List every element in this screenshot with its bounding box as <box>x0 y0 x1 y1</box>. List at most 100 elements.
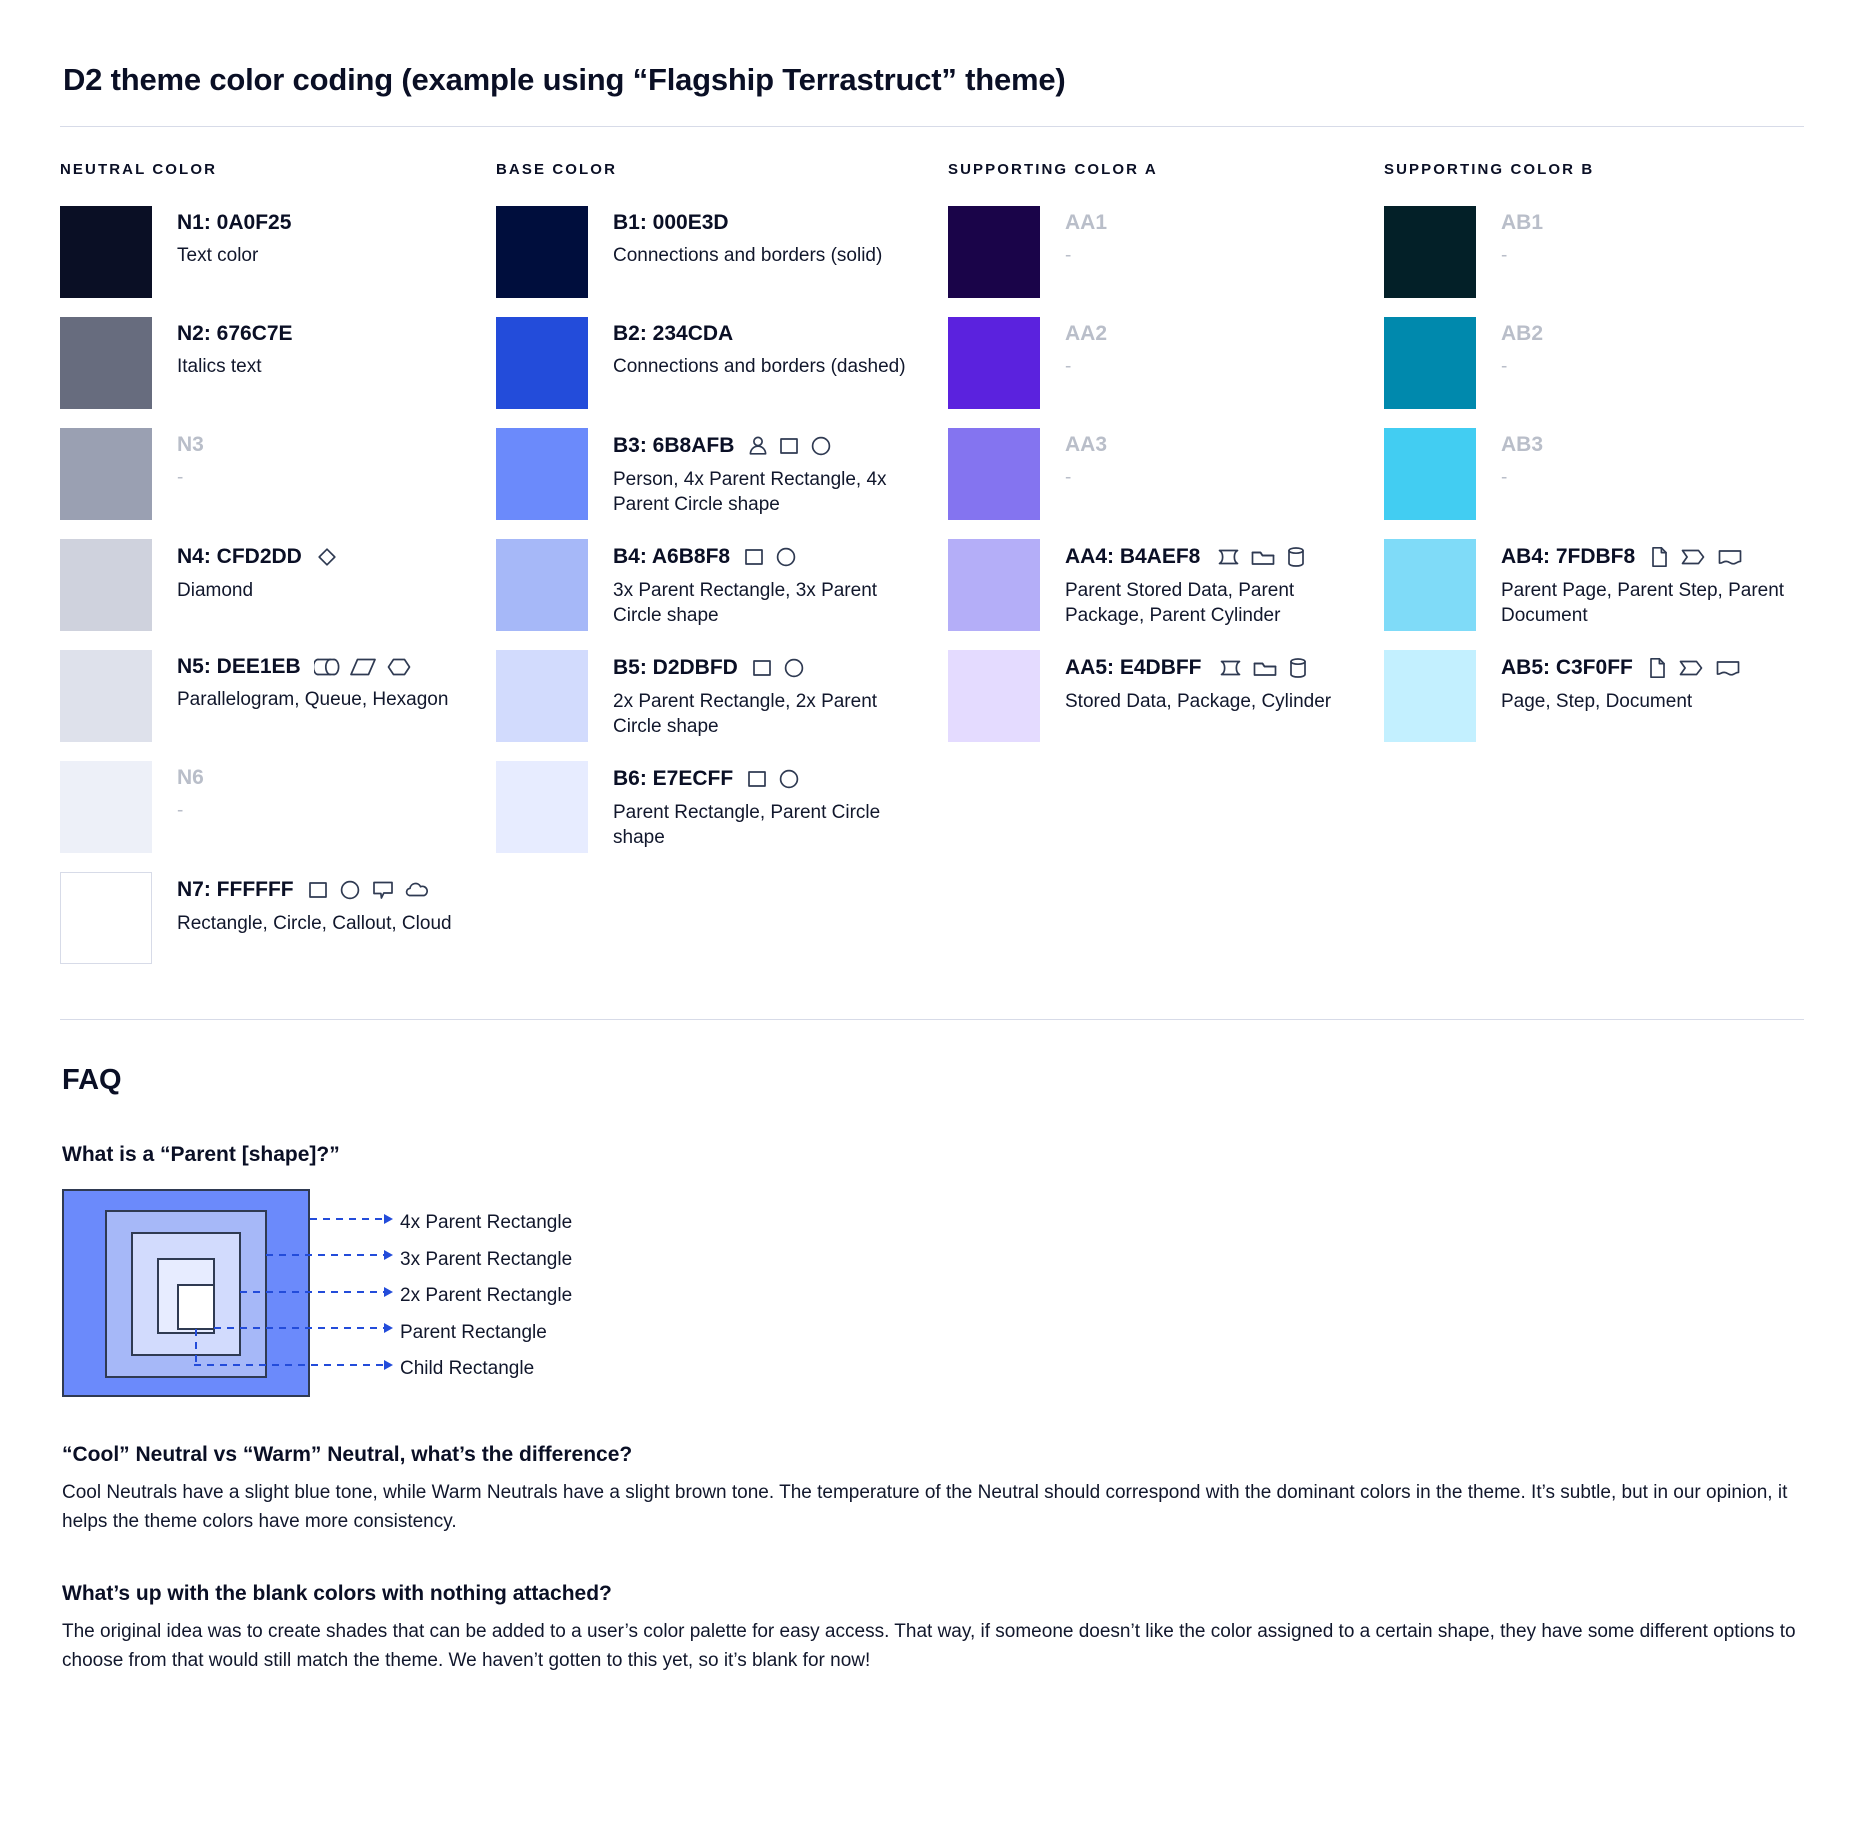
callout-icon <box>371 878 395 902</box>
swatch-meta: N1: 0A0F25 Text color <box>177 206 291 268</box>
rectangle-icon <box>751 657 773 679</box>
palette-column: SUPPORTING COLOR B AB1 - AB2 - AB3 - AB4: 7FDBF… <box>1384 161 1844 983</box>
color-chip[interactable] <box>1384 650 1476 742</box>
faq-title: FAQ <box>62 1064 122 1096</box>
swatch-name-label: N2: 676C7E <box>177 322 293 345</box>
swatch-meta: AB5: C3F0FF Page, Step, Document <box>1501 650 1742 714</box>
swatch-meta: N5: DEE1EB Parallelogram, Queue, Hexagon <box>177 650 448 712</box>
rectangle-icon <box>746 768 768 790</box>
swatch-description: - <box>1065 356 1072 378</box>
color-chip[interactable] <box>60 206 152 298</box>
color-chip[interactable] <box>496 539 588 631</box>
stored-data-icon <box>1213 546 1241 568</box>
color-swatch-row[interactable]: B4: A6B8F8 3x Parent Rectangle, 3x Parent… <box>496 539 948 631</box>
color-chip[interactable] <box>496 761 588 853</box>
cylinder-icon <box>1285 545 1307 569</box>
swatch-description: Parent Stored Data, Parent Package, Pare… <box>1065 580 1295 627</box>
circle-icon <box>782 656 806 680</box>
color-swatch-row[interactable]: AB2 - <box>1384 317 1844 409</box>
color-chip[interactable] <box>496 317 588 409</box>
color-chip[interactable] <box>1384 317 1476 409</box>
color-chip[interactable] <box>60 650 152 742</box>
circle-icon <box>777 767 801 791</box>
swatch-name-label: N6 <box>177 766 204 789</box>
swatch-name: N2: 676C7E <box>177 322 293 345</box>
swatch-meta: B4: A6B8F8 3x Parent Rectangle, 3x Parent… <box>613 539 909 629</box>
color-chip[interactable] <box>60 539 152 631</box>
figure-connectors <box>194 1214 393 1370</box>
color-swatch-row[interactable]: B5: D2DBFD 2x Parent Rectangle, 2x Parent… <box>496 650 948 742</box>
connector-arrow-2 <box>384 1287 393 1297</box>
color-swatch-row[interactable]: B1: 000E3D Connections and borders (solid… <box>496 206 948 298</box>
color-chip[interactable] <box>60 872 152 964</box>
palette-column: SUPPORTING COLOR A AA1 - AA2 - AA3 - AA4: B4AEF… <box>948 161 1384 983</box>
color-swatch-row[interactable]: B6: E7ECFF Parent Rectangle, Parent Circl… <box>496 761 948 853</box>
color-swatch-row[interactable]: AB4: 7FDBF8 Parent Page, Parent Step, Par… <box>1384 539 1844 631</box>
color-chip[interactable] <box>948 650 1040 742</box>
color-chip[interactable] <box>948 317 1040 409</box>
color-swatch-row[interactable]: N2: 676C7E Italics text <box>60 317 496 409</box>
swatch-name-label: B1: 000E3D <box>613 211 729 234</box>
swatch-name: N5: DEE1EB <box>177 655 448 678</box>
color-swatch-row[interactable]: N6 - <box>60 761 496 853</box>
color-swatch-row[interactable]: N7: FFFFFF Rectangle, Circle, Callout, Cl… <box>60 872 496 964</box>
swatch-name-label: N3 <box>177 433 204 456</box>
color-chip[interactable] <box>1384 206 1476 298</box>
color-swatch-row[interactable]: AA5: E4DBFF Stored Data, Package, Cylinde… <box>948 650 1384 742</box>
figure-label: Child Rectangle <box>400 1358 535 1379</box>
color-swatch-row[interactable]: AA4: B4AEF8 Parent Stored Data, Parent Pa… <box>948 539 1384 631</box>
swatch-description: - <box>1501 356 1508 378</box>
color-swatch-row[interactable]: AA3 - <box>948 428 1384 520</box>
color-swatch-row[interactable]: AB5: C3F0FF Page, Step, Document <box>1384 650 1844 742</box>
color-swatch-row[interactable]: N5: DEE1EB Parallelogram, Queue, Hexagon <box>60 650 496 742</box>
swatch-meta: N4: CFD2DD Diamond <box>177 539 339 603</box>
swatch-meta: N6 - <box>177 761 204 823</box>
figure-label-list: 4x Parent Rectangle 3x Parent Rectangle 2x… <box>400 1205 572 1388</box>
swatch-meta: AA2 - <box>1065 317 1107 379</box>
palette-column-heading: NEUTRAL COLOR <box>60 161 218 178</box>
swatch-meta: AA3 - <box>1065 428 1107 490</box>
color-chip[interactable] <box>948 539 1040 631</box>
color-chip[interactable] <box>496 650 588 742</box>
swatch-name-label: N4: CFD2DD <box>177 544 302 568</box>
color-swatch-row[interactable]: AA1 - <box>948 206 1384 298</box>
color-chip[interactable] <box>1384 428 1476 520</box>
swatch-meta: B6: E7ECFF Parent Rectangle, Parent Circl… <box>613 761 909 851</box>
color-chip[interactable] <box>60 428 152 520</box>
swatch-description: 2x Parent Rectangle, 2x Parent Circle sh… <box>613 691 878 738</box>
swatch-name: N1: 0A0F25 <box>177 211 291 234</box>
swatch-description: Text color <box>177 245 259 267</box>
color-chip[interactable] <box>1384 539 1476 631</box>
color-chip[interactable] <box>496 428 588 520</box>
color-chip[interactable] <box>60 761 152 853</box>
circle-icon <box>338 878 362 902</box>
swatch-name: AB1 <box>1501 211 1543 234</box>
swatch-name: N7: FFFFFF <box>177 878 452 902</box>
color-swatch-row[interactable]: AB3 - <box>1384 428 1844 520</box>
color-swatch-row[interactable]: B3: 6B8AFB Person, 4x Parent Rectangle, 4… <box>496 428 948 520</box>
swatch-name-label: AA1 <box>1065 211 1108 234</box>
figure-label: 4x Parent Rectangle <box>400 1212 573 1233</box>
color-swatch-row[interactable]: B2: 234CDA Connections and borders (dashe… <box>496 317 948 409</box>
color-swatch-row[interactable]: N1: 0A0F25 Text color <box>60 206 496 298</box>
color-chip[interactable] <box>496 206 588 298</box>
color-swatch-row[interactable]: N4: CFD2DD Diamond <box>60 539 496 631</box>
section-divider <box>60 1019 1804 1020</box>
swatch-name: B1: 000E3D <box>613 211 882 234</box>
swatch-description: - <box>177 467 184 489</box>
shape-icon-group <box>743 545 798 569</box>
swatch-name: AA1 <box>1065 211 1108 234</box>
color-swatch-row[interactable]: AB1 - <box>1384 206 1844 298</box>
palette-column-heading: SUPPORTING COLOR B <box>1384 161 1595 178</box>
swatch-description: Diamond <box>177 580 254 601</box>
color-chip[interactable] <box>948 428 1040 520</box>
color-swatch-row[interactable]: N3 - <box>60 428 496 520</box>
color-swatch-row[interactable]: AA2 - <box>948 317 1384 409</box>
swatch-meta: AA1 - <box>1065 206 1107 268</box>
color-chip[interactable] <box>948 206 1040 298</box>
swatch-name: AA5: E4DBFF <box>1065 656 1331 680</box>
step-icon <box>1677 657 1705 679</box>
color-chip[interactable] <box>60 317 152 409</box>
page-icon <box>1646 656 1668 680</box>
swatch-name: B6: E7ECFF <box>613 767 909 791</box>
